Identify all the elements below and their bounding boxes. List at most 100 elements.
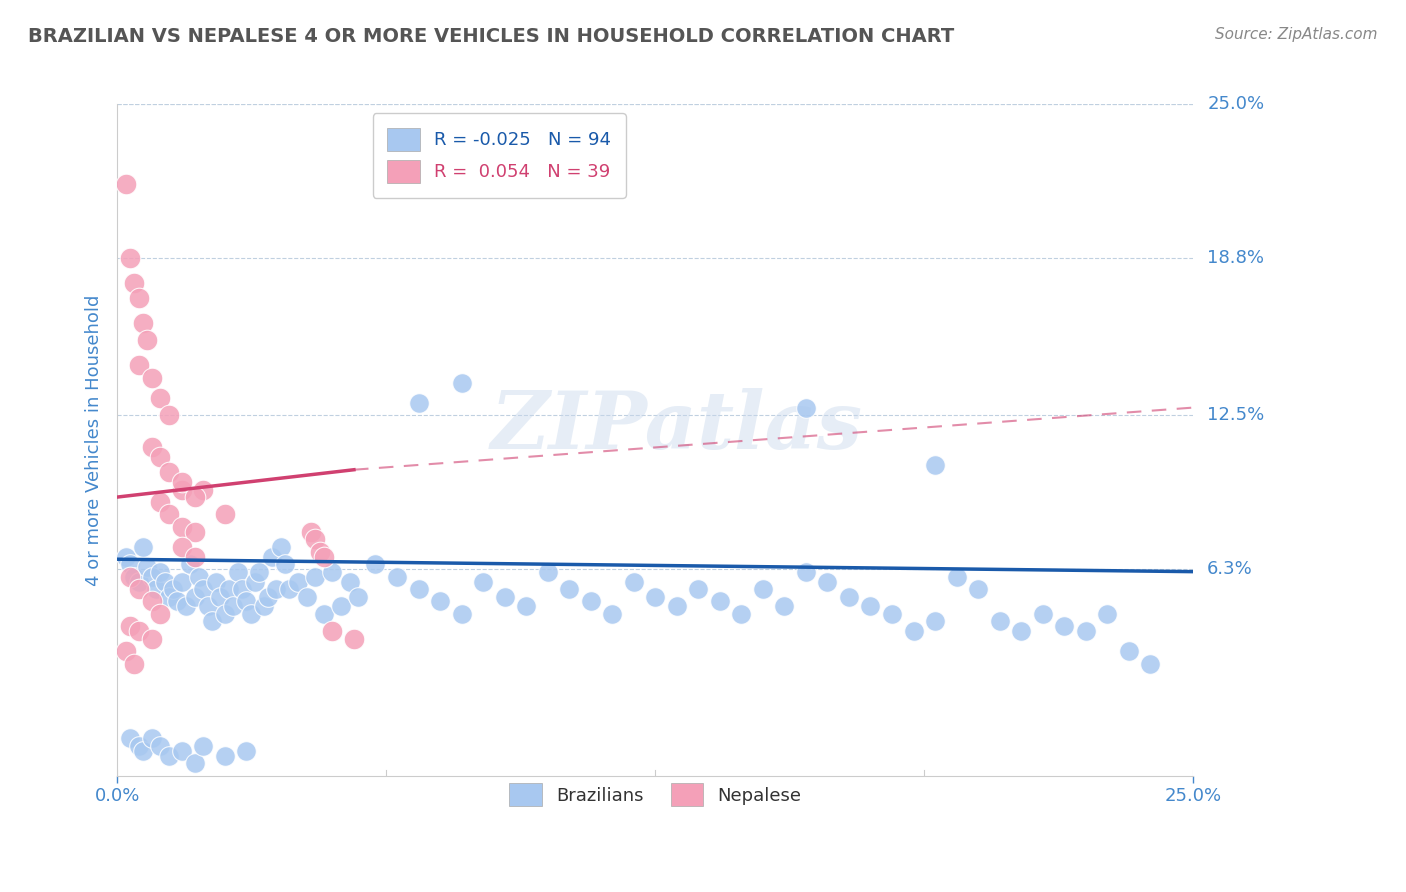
Point xyxy=(120,558,142,572)
Point xyxy=(218,582,240,596)
Point xyxy=(166,594,188,608)
Point xyxy=(170,483,193,497)
Point xyxy=(157,590,180,604)
Point xyxy=(124,569,146,583)
Point xyxy=(450,607,472,621)
Point xyxy=(124,277,146,291)
Point xyxy=(343,632,366,646)
Point xyxy=(179,558,201,572)
Point xyxy=(408,582,430,596)
Point xyxy=(141,370,163,384)
Point xyxy=(132,316,155,330)
Point xyxy=(128,624,150,639)
Point xyxy=(817,574,839,589)
Point xyxy=(988,615,1011,629)
Point xyxy=(967,582,990,596)
Point xyxy=(128,359,150,373)
Point xyxy=(794,565,817,579)
Point xyxy=(235,744,257,758)
Point xyxy=(304,533,326,547)
Point xyxy=(321,565,343,579)
Point xyxy=(278,582,301,596)
Point xyxy=(347,590,370,604)
Point xyxy=(644,590,666,604)
Point xyxy=(312,549,335,564)
Point xyxy=(429,594,451,608)
Point xyxy=(408,395,430,409)
Text: 25.0%: 25.0% xyxy=(1208,95,1264,113)
Point xyxy=(209,590,232,604)
Point xyxy=(141,731,163,746)
Point xyxy=(162,582,184,596)
Point xyxy=(157,748,180,763)
Point xyxy=(1010,624,1032,639)
Text: BRAZILIAN VS NEPALESE 4 OR MORE VEHICLES IN HOUSEHOLD CORRELATION CHART: BRAZILIAN VS NEPALESE 4 OR MORE VEHICLES… xyxy=(28,27,955,45)
Point xyxy=(174,599,197,614)
Point xyxy=(794,401,817,415)
Point xyxy=(114,177,136,191)
Point xyxy=(205,574,228,589)
Point xyxy=(688,582,710,596)
Point xyxy=(141,632,163,646)
Point xyxy=(1032,607,1054,621)
Point xyxy=(924,615,946,629)
Point xyxy=(231,582,253,596)
Point xyxy=(579,594,602,608)
Point xyxy=(1074,624,1097,639)
Point xyxy=(623,574,645,589)
Point xyxy=(226,565,249,579)
Point xyxy=(183,756,205,770)
Point xyxy=(124,657,146,671)
Point xyxy=(515,599,537,614)
Point xyxy=(157,408,180,422)
Point xyxy=(494,590,516,604)
Y-axis label: 4 or more Vehicles in Household: 4 or more Vehicles in Household xyxy=(86,294,103,585)
Point xyxy=(136,559,159,574)
Point xyxy=(170,574,193,589)
Text: ZIPatlas: ZIPatlas xyxy=(491,388,863,466)
Point xyxy=(880,607,903,621)
Point xyxy=(299,524,322,539)
Point xyxy=(1118,644,1140,658)
Point xyxy=(193,483,215,497)
Point xyxy=(903,624,925,639)
Point xyxy=(1053,619,1076,633)
Legend: Brazilians, Nepalese: Brazilians, Nepalese xyxy=(502,776,808,814)
Point xyxy=(252,599,274,614)
Point xyxy=(1097,607,1119,621)
Point xyxy=(537,565,560,579)
Point xyxy=(149,607,172,621)
Point xyxy=(730,607,752,621)
Point xyxy=(141,594,163,608)
Point xyxy=(235,594,257,608)
Point xyxy=(558,582,581,596)
Point xyxy=(141,569,163,583)
Point xyxy=(128,582,150,596)
Point xyxy=(214,748,236,763)
Point xyxy=(120,252,142,266)
Point xyxy=(773,599,796,614)
Point xyxy=(120,731,142,746)
Point xyxy=(321,624,343,639)
Point xyxy=(247,565,270,579)
Point xyxy=(170,520,193,534)
Point xyxy=(945,569,967,583)
Point xyxy=(214,508,236,522)
Point xyxy=(157,508,180,522)
Point xyxy=(270,540,292,554)
Point xyxy=(312,607,335,621)
Point xyxy=(128,291,150,305)
Point xyxy=(266,582,288,596)
Point xyxy=(222,599,245,614)
Point xyxy=(709,594,731,608)
Point xyxy=(274,558,297,572)
Point xyxy=(262,549,284,564)
Point xyxy=(665,599,688,614)
Point xyxy=(149,391,172,405)
Point xyxy=(149,739,172,753)
Point xyxy=(141,441,163,455)
Text: 6.3%: 6.3% xyxy=(1208,560,1253,578)
Point xyxy=(201,615,224,629)
Point xyxy=(120,619,142,633)
Point xyxy=(183,549,205,564)
